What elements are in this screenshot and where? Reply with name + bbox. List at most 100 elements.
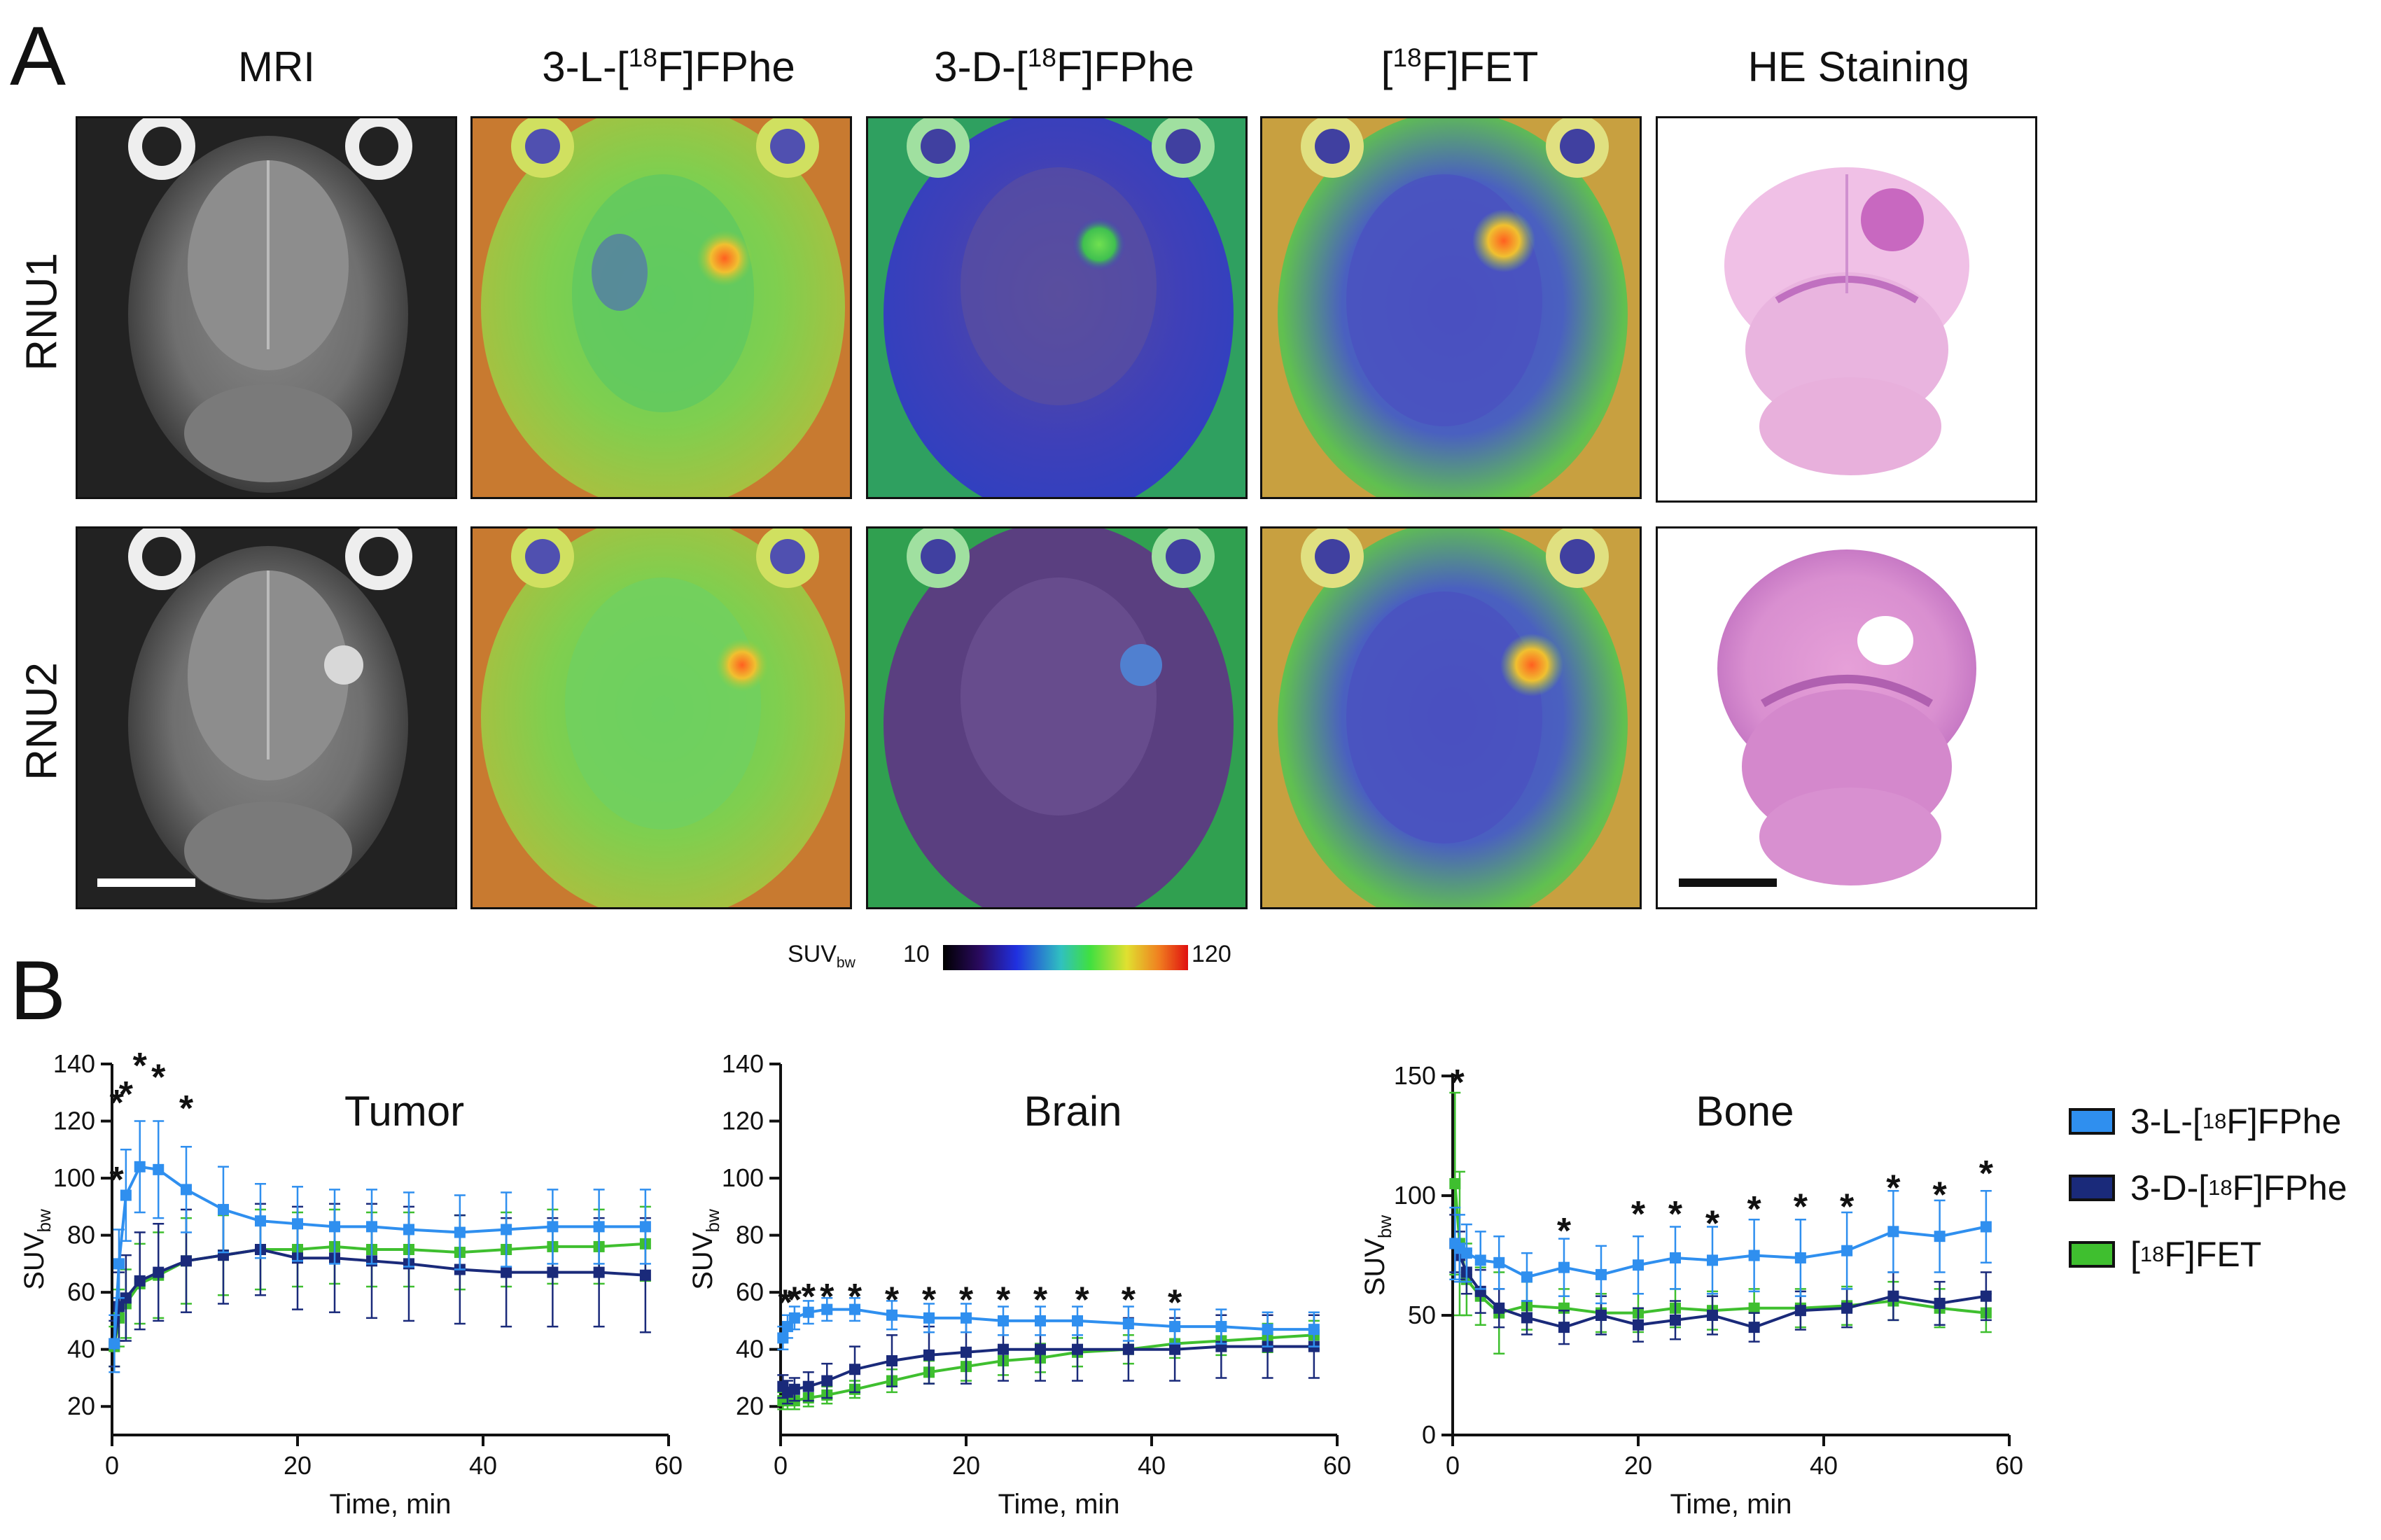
row-label-rnu2: RNU2 [18, 662, 67, 780]
data-point [153, 1163, 165, 1175]
data-point [777, 1332, 789, 1344]
y-tick-label: 150 [1394, 1061, 1436, 1090]
data-point [181, 1184, 192, 1196]
data-point [639, 1269, 651, 1281]
data-point [593, 1221, 605, 1233]
x-tick-label: 0 [105, 1451, 119, 1480]
data-point [821, 1303, 833, 1315]
significance-star: * [1840, 1187, 1855, 1228]
series-line [113, 1165, 645, 1344]
data-point [1934, 1231, 1946, 1242]
significance-star: * [1933, 1175, 1948, 1216]
column-title-he: HE Staining [1747, 43, 1970, 90]
data-point [849, 1364, 860, 1376]
data-point [1122, 1318, 1134, 1329]
data-point [292, 1218, 303, 1230]
data-point [1449, 1177, 1461, 1189]
image-rnu1-he [1656, 116, 2037, 503]
y-tick-label: 40 [67, 1335, 95, 1364]
significance-star: * [1451, 1063, 1465, 1103]
column-title-fet: [18F]FET [1381, 43, 1539, 90]
chart-title: Tumor [344, 1088, 464, 1135]
data-point [788, 1312, 800, 1324]
y-tick-label: 140 [53, 1049, 95, 1078]
chart-title: Bone [1696, 1088, 1794, 1135]
series-line [1453, 1225, 1987, 1279]
panel-letter-a: A [10, 9, 67, 103]
series-0 [109, 1120, 651, 1373]
y-axis-label: SUVbw [687, 1209, 723, 1290]
x-axis-label: Time, min [329, 1489, 451, 1520]
data-point [961, 1346, 972, 1358]
y-tick-label: 100 [1394, 1181, 1436, 1210]
image-rnu2-mri [76, 526, 457, 909]
data-point [454, 1226, 466, 1238]
data-point [1493, 1256, 1505, 1268]
significance-star: * [1122, 1280, 1136, 1320]
legend-swatch-l-fphe [2069, 1108, 2115, 1135]
data-point [802, 1306, 814, 1318]
x-tick-label: 0 [1446, 1451, 1460, 1480]
data-point [1980, 1290, 1992, 1302]
data-point [1887, 1290, 1899, 1302]
data-point [109, 1338, 120, 1350]
chart-title: Brain [1024, 1088, 1122, 1135]
legend-swatch-fet [2069, 1241, 2115, 1268]
data-point [120, 1189, 132, 1201]
data-point [998, 1315, 1009, 1326]
image-rnu1-d-fphe [866, 116, 1248, 499]
data-point [1934, 1297, 1946, 1309]
panel-letter-b: B [10, 944, 67, 1037]
y-tick-label: 60 [67, 1278, 95, 1306]
data-point [1794, 1252, 1806, 1264]
y-tick-label: 120 [722, 1107, 764, 1135]
legend-swatch-d-fphe [2069, 1175, 2115, 1201]
significance-star: * [1747, 1189, 1762, 1230]
significance-star: * [133, 1046, 148, 1086]
data-point [501, 1266, 512, 1278]
data-point [1521, 1271, 1532, 1283]
data-point [781, 1321, 793, 1333]
data-point [329, 1221, 340, 1233]
data-point [1596, 1310, 1607, 1322]
scale-bar-he [1679, 878, 1777, 887]
data-point [886, 1309, 898, 1321]
series-1 [777, 1314, 1320, 1405]
data-point [366, 1221, 377, 1233]
significance-star: * [996, 1280, 1011, 1320]
series-0 [1449, 1189, 1992, 1305]
x-tick-label: 20 [1624, 1451, 1652, 1480]
data-point [1215, 1321, 1227, 1333]
data-point [1072, 1343, 1083, 1355]
data-point [120, 1292, 132, 1304]
y-tick-label: 140 [722, 1049, 764, 1078]
significance-star: * [778, 1282, 793, 1323]
data-point [113, 1258, 125, 1270]
data-point [181, 1255, 192, 1267]
significance-star: * [1033, 1280, 1048, 1320]
chart-brain: 20 40 60 80 100 120 140 0 20 40 60 Time, min SUVbw Br… [687, 1049, 1351, 1520]
significance-star: * [179, 1088, 194, 1129]
y-axis-label: SUVbw [1360, 1215, 1395, 1296]
scale-bar-mri [97, 878, 195, 887]
data-point [1748, 1322, 1760, 1334]
image-rnu1-l-fphe [470, 116, 852, 499]
data-point [849, 1303, 860, 1315]
data-point [218, 1203, 229, 1215]
y-tick-label: 80 [67, 1221, 95, 1250]
data-point [1633, 1259, 1644, 1271]
significance-star: * [1557, 1211, 1572, 1252]
data-point [1558, 1322, 1570, 1334]
y-tick-label: 120 [53, 1107, 95, 1135]
x-tick-label: 60 [1995, 1451, 2023, 1480]
data-point [1980, 1221, 1992, 1233]
chart-bone: 0 50 100 150 0 20 40 60 Time, min SUVbw Bone * * * * * *… [1360, 1061, 2023, 1520]
significance-star: * [151, 1057, 166, 1098]
y-tick-label: 100 [722, 1163, 764, 1192]
significance-star: * [959, 1280, 974, 1320]
significance-star: * [1705, 1204, 1720, 1245]
y-tick-label: 40 [736, 1335, 764, 1364]
significance-star: * [1075, 1280, 1090, 1320]
image-rnu2-l-fphe [470, 526, 852, 909]
data-point [1887, 1226, 1899, 1238]
